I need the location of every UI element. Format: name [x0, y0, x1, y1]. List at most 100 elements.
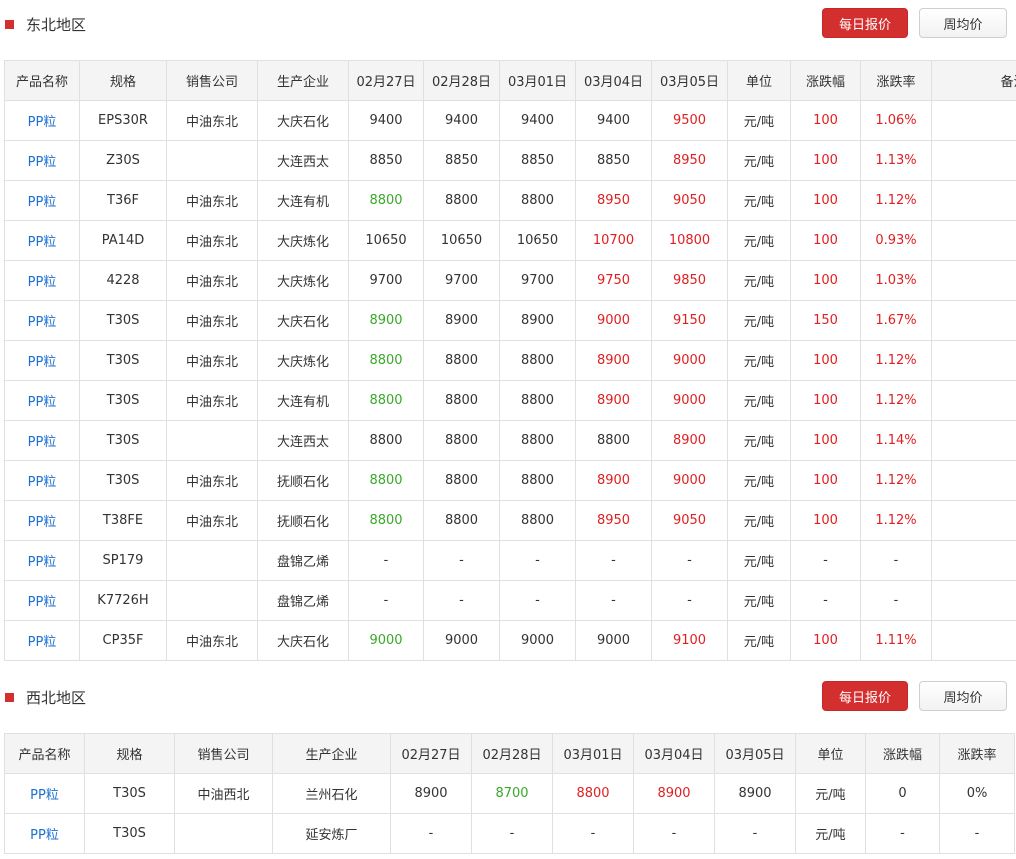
table-cell: - — [651, 580, 728, 621]
table-cell: 元/吨 — [727, 300, 791, 341]
note-cell: 定价 — [931, 180, 1016, 221]
table-cell: 元/吨 — [795, 813, 866, 854]
table-cell: 10650 — [499, 220, 576, 261]
table-cell: PA14D — [79, 220, 167, 261]
product-link[interactable]: PP粒 — [4, 300, 80, 341]
table-cell: 8800 — [423, 180, 500, 221]
table-cell: 1.06% — [860, 100, 932, 141]
daily-quote-button[interactable]: 每日报价 — [822, 8, 908, 38]
column-header: 03月01日 — [499, 60, 576, 101]
table-cell: 中油东北 — [166, 620, 258, 661]
column-header: 02月28日 — [423, 60, 500, 101]
table-row: PP粒 4228 中油东北 大庆炼化 9700 9700 9700 9750 9850 元/吨 10… — [4, 260, 1016, 301]
product-link[interactable]: PP粒 — [4, 460, 80, 501]
table-cell: T30S — [79, 460, 167, 501]
column-header: 03月04日 — [633, 733, 715, 774]
table-cell: 8800 — [348, 380, 424, 421]
table-cell: 大连有机 — [257, 380, 349, 421]
table-cell: 8850 — [348, 140, 424, 181]
table-cell: 抚顺石化 — [257, 460, 349, 501]
table-cell: T30S — [79, 300, 167, 341]
table-cell: 8800 — [348, 420, 424, 461]
column-header: 03月05日 — [651, 60, 728, 101]
table-row: PP粒 T30S 中油西北 兰州石化 8900 8700 8800 8900 8900 元/吨 0 0… — [4, 773, 1015, 814]
table-cell: 10650 — [348, 220, 424, 261]
product-link[interactable]: PP粒 — [4, 340, 80, 381]
column-header: 单位 — [727, 60, 791, 101]
table-cell: 1.67% — [860, 300, 932, 341]
table-cell: 8800 — [348, 460, 424, 501]
product-link[interactable]: PP粒 — [4, 220, 80, 261]
product-link[interactable]: PP粒 — [4, 500, 80, 541]
table-cell: 9850 — [651, 260, 728, 301]
table-cell: - — [348, 580, 424, 621]
table-cell: K7726H — [79, 580, 167, 621]
table-cell: 1.13% — [860, 140, 932, 181]
table-row: PP粒 T30S 延安炼厂 - - - - - 元/吨 - - — [4, 813, 1015, 854]
table-cell: 1.03% — [860, 260, 932, 301]
note-cell: 定价 — [931, 340, 1016, 381]
section-header: 西北地区 每日报价 周均价 — [0, 673, 1016, 733]
table-cell: 兰州石化 — [272, 773, 391, 814]
table-cell — [166, 140, 258, 181]
section-title: 西北地区 — [5, 687, 86, 707]
table-cell: 9000 — [651, 340, 728, 381]
product-link[interactable]: PP粒 — [4, 620, 80, 661]
table-cell: 元/吨 — [727, 620, 791, 661]
product-link[interactable]: PP粒 — [4, 420, 80, 461]
table-cell: 8800 — [499, 460, 576, 501]
table-cell: T30S — [84, 773, 175, 814]
table-cell: 8900 — [499, 300, 576, 341]
weekly-average-button[interactable]: 周均价 — [919, 681, 1007, 711]
note-cell: 定价 — [931, 380, 1016, 421]
column-header: 涨跌幅 — [865, 733, 940, 774]
table-cell: - — [471, 813, 553, 854]
table-cell: 8900 — [633, 773, 715, 814]
table-cell: - — [790, 540, 861, 581]
table-cell: 元/吨 — [727, 540, 791, 581]
note-cell: 定价 — [931, 140, 1016, 181]
table-cell: - — [348, 540, 424, 581]
table-cell: 8800 — [348, 340, 424, 381]
table-cell: T30S — [79, 380, 167, 421]
table-cell: 8850 — [499, 140, 576, 181]
product-link[interactable]: PP粒 — [4, 100, 80, 141]
column-header: 产品名称 — [4, 60, 80, 101]
table-cell: T30S — [79, 340, 167, 381]
table-cell: 9700 — [499, 260, 576, 301]
table-cell: 8900 — [651, 420, 728, 461]
product-link[interactable]: PP粒 — [4, 140, 80, 181]
table-cell: 元/吨 — [727, 340, 791, 381]
table-body: PP粒 EPS30R 中油东北 大庆石化 9400 9400 9400 9400 9500 元/吨… — [4, 100, 1016, 661]
price-table: 产品名称 规格 销售公司 生产企业 02月27日 02月28日 03月01日 03月04日 03… — [4, 60, 1016, 661]
table-cell: 100 — [790, 460, 861, 501]
table-cell: 9400 — [348, 100, 424, 141]
product-link[interactable]: PP粒 — [4, 260, 80, 301]
table-cell: 8900 — [714, 773, 796, 814]
daily-quote-button[interactable]: 每日报价 — [822, 681, 908, 711]
table-cell: 9000 — [499, 620, 576, 661]
table-cell: 8800 — [499, 380, 576, 421]
product-link[interactable]: PP粒 — [4, 540, 80, 581]
product-link[interactable]: PP粒 — [4, 180, 80, 221]
weekly-average-button[interactable]: 周均价 — [919, 8, 1007, 38]
table-cell: 大庆石化 — [257, 100, 349, 141]
table-cell: 大庆石化 — [257, 300, 349, 341]
note-cell: 定价，抚顺 — [931, 500, 1016, 541]
table-cell: 8900 — [348, 300, 424, 341]
note-cell: 定价 — [931, 100, 1016, 141]
product-link[interactable]: PP粒 — [4, 580, 80, 621]
table-cell: 9500 — [651, 100, 728, 141]
note-cell: 定价 — [931, 220, 1016, 261]
table-cell: 9400 — [423, 100, 500, 141]
section-title-text: 东北地区 — [26, 15, 87, 34]
table-cell: 大庆炼化 — [257, 220, 349, 261]
table-row: PP粒 T38FE 中油东北 抚顺石化 8800 8800 8800 8950 9050 元/吨 1… — [4, 500, 1016, 541]
table-row: PP粒 Z30S 大连西太 8850 8850 8850 8850 8950 元/吨 100 1.1… — [4, 140, 1016, 181]
column-header: 02月28日 — [471, 733, 553, 774]
table-cell: 9750 — [575, 260, 652, 301]
product-link[interactable]: PP粒 — [4, 380, 80, 421]
product-link[interactable]: PP粒 — [4, 813, 85, 854]
product-link[interactable]: PP粒 — [4, 773, 85, 814]
